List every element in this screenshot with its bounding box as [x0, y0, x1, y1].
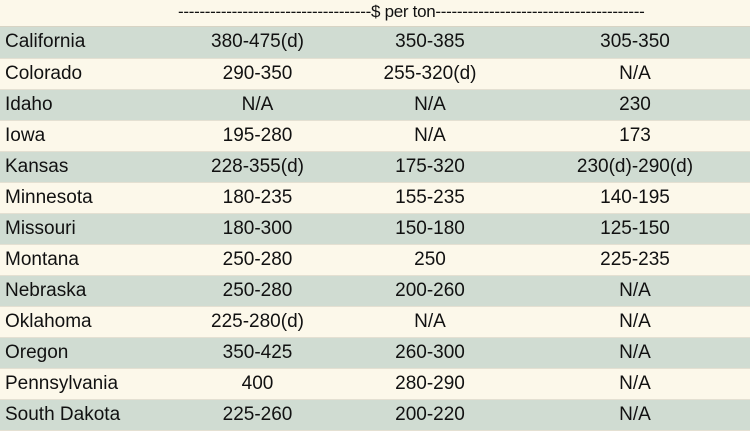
price-cell: 350-425: [175, 337, 340, 369]
state-name-cell: Minnesota: [0, 182, 175, 214]
price-cell: 400: [175, 368, 340, 400]
state-name-cell: Missouri: [0, 213, 175, 245]
price-cell: 225-235: [520, 244, 750, 276]
price-cell: N/A: [175, 89, 340, 121]
price-cell: 200-260: [340, 275, 520, 307]
table-row: Minnesota 180-235 155-235 140-195: [0, 182, 750, 214]
price-cell: 175-320: [340, 151, 520, 183]
table-row: Kansas 228-355(d) 175-320 230(d)-290(d): [0, 151, 750, 183]
price-cell: 200-220: [340, 399, 520, 431]
price-cell: 228-355(d): [175, 151, 340, 183]
table-row: Colorado 290-350 255-320(d) N/A: [0, 58, 750, 90]
price-cell: 125-150: [520, 213, 750, 245]
price-cell: 230: [520, 89, 750, 121]
price-cell: 180-235: [175, 182, 340, 214]
price-cell: 155-235: [340, 182, 520, 214]
header-row: ------------------------------------$ pe…: [0, 0, 750, 27]
table-row: California 380-475(d) 350-385 305-350: [0, 27, 750, 59]
table-row: Pennsylvania 400 280-290 N/A: [0, 368, 750, 400]
price-cell: 290-350: [175, 58, 340, 90]
table-row: Missouri 180-300 150-180 125-150: [0, 213, 750, 245]
price-cell: 280-290: [340, 368, 520, 400]
price-cell: 380-475(d): [175, 27, 340, 59]
price-cell: 140-195: [520, 182, 750, 214]
price-cell: 180-300: [175, 213, 340, 245]
price-cell: N/A: [520, 368, 750, 400]
price-cell: 250-280: [175, 244, 340, 276]
price-cell: 230(d)-290(d): [520, 151, 750, 183]
price-cell: 195-280: [175, 120, 340, 152]
price-table: California 380-475(d) 350-385 305-350 Colora…: [0, 27, 750, 431]
price-cell: 225-260: [175, 399, 340, 431]
price-cell: 150-180: [340, 213, 520, 245]
price-cell: 225-280(d): [175, 306, 340, 338]
price-cell: 305-350: [520, 27, 750, 59]
price-table-body: California 380-475(d) 350-385 305-350 Colora…: [0, 27, 750, 431]
price-cell: N/A: [340, 306, 520, 338]
table-row: Oklahoma 225-280(d) N/A N/A: [0, 306, 750, 338]
state-name-cell: Pennsylvania: [0, 368, 175, 400]
price-cell: N/A: [520, 275, 750, 307]
table-row: Iowa 195-280 N/A 173: [0, 120, 750, 152]
table-row: Oregon 350-425 260-300 N/A: [0, 337, 750, 369]
price-cell: N/A: [520, 58, 750, 90]
state-name-cell: Idaho: [0, 89, 175, 121]
table-row: South Dakota 225-260 200-220 N/A: [0, 399, 750, 431]
table-row: Idaho N/A N/A 230: [0, 89, 750, 121]
state-name-cell: South Dakota: [0, 399, 175, 431]
state-name-cell: Oregon: [0, 337, 175, 369]
state-name-cell: Kansas: [0, 151, 175, 183]
state-name-cell: California: [0, 27, 175, 59]
price-cell: 250-280: [175, 275, 340, 307]
table-row: Montana 250-280 250 225-235: [0, 244, 750, 276]
table-row: Nebraska 250-280 200-260 N/A: [0, 275, 750, 307]
price-cell: 173: [520, 120, 750, 152]
price-cell: N/A: [520, 337, 750, 369]
price-cell: N/A: [520, 306, 750, 338]
state-name-cell: Colorado: [0, 58, 175, 90]
price-cell: N/A: [520, 399, 750, 431]
price-cell: 255-320(d): [340, 58, 520, 90]
price-cell: 250: [340, 244, 520, 276]
state-name-cell: Nebraska: [0, 275, 175, 307]
state-name-cell: Iowa: [0, 120, 175, 152]
state-name-cell: Montana: [0, 244, 175, 276]
price-cell: N/A: [340, 120, 520, 152]
units-label: ------------------------------------$ pe…: [178, 2, 645, 21]
state-name-cell: Oklahoma: [0, 306, 175, 338]
price-cell: 350-385: [340, 27, 520, 59]
price-cell: N/A: [340, 89, 520, 121]
price-cell: 260-300: [340, 337, 520, 369]
